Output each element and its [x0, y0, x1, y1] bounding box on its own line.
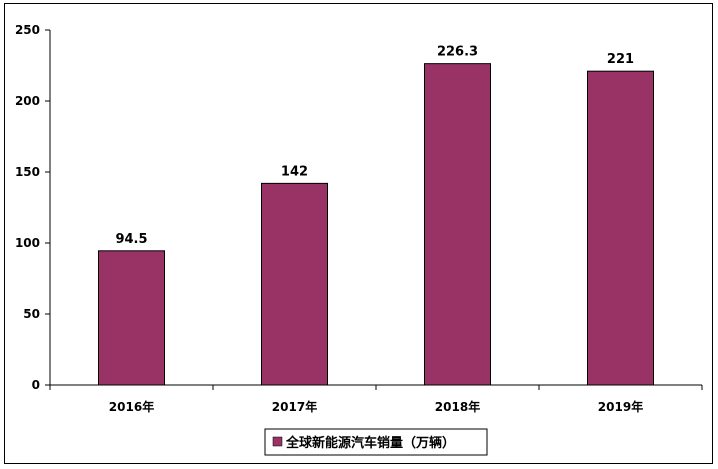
bar-2016年	[98, 250, 165, 386]
bars-group	[98, 63, 654, 386]
y-tick-label: 50	[23, 307, 40, 321]
x-tick-label: 2017年	[272, 399, 317, 414]
bar-2017年	[261, 182, 328, 386]
bar-2018年	[424, 63, 491, 386]
y-tick-label: 250	[15, 23, 40, 37]
data-label: 226.3	[437, 45, 478, 60]
legend-label: 全球新能源汽车销量（万辆）	[285, 435, 455, 451]
data-label: 94.5	[115, 232, 147, 247]
x-tick-label: 2019年	[598, 399, 643, 414]
y-axis	[45, 29, 51, 386]
data-label: 142	[281, 164, 308, 179]
y-tick-label: 150	[15, 165, 40, 179]
x-tick-label: 2018年	[435, 399, 480, 414]
y-tick-label: 0	[32, 378, 40, 392]
bar-2019年	[587, 70, 654, 386]
y-tick-label: 200	[15, 94, 40, 108]
y-tick-label: 100	[15, 236, 40, 250]
x-axis	[49, 384, 703, 390]
x-tick-labels-group: 2016年 2017年 2018年 2019年	[109, 399, 643, 414]
data-label: 221	[607, 52, 634, 67]
legend-border	[264, 428, 488, 456]
data-labels-group: 94.5 142 226.3 221	[115, 45, 634, 247]
legend-swatch	[272, 436, 283, 447]
x-tick-label: 2016年	[109, 399, 154, 414]
y-tick-labels-group: 0 50 100 150 200 250	[15, 23, 40, 392]
legend: 全球新能源汽车销量（万辆）	[264, 428, 488, 456]
